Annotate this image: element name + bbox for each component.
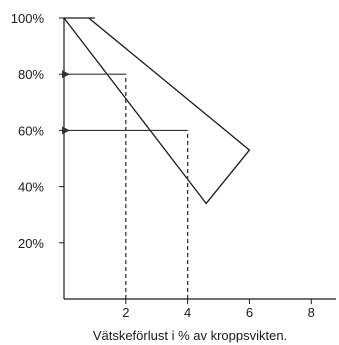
y-tick-label: 60% [18,123,44,138]
x-axis-title: Vätskeförlust i % av kroppsvikten. [93,328,287,343]
y-tick-label: 80% [18,67,44,82]
x-tick-labels: 2 4 6 8 [122,299,315,320]
y-tick-label: 100% [11,11,45,26]
y-tick-labels: 100% 80% 60% 40% 20% [11,11,64,251]
chart-annotations [62,70,189,299]
y-tick-label: 20% [18,236,44,251]
y-tick-label: 40% [18,180,44,195]
x-tick-label: 2 [122,305,129,320]
x-tick-label: 4 [184,305,191,320]
chart-axes [63,17,336,300]
chart-series [63,17,251,205]
x-tick-label: 6 [246,305,253,320]
x-tick-label: 8 [308,305,315,320]
series-line [63,17,251,205]
